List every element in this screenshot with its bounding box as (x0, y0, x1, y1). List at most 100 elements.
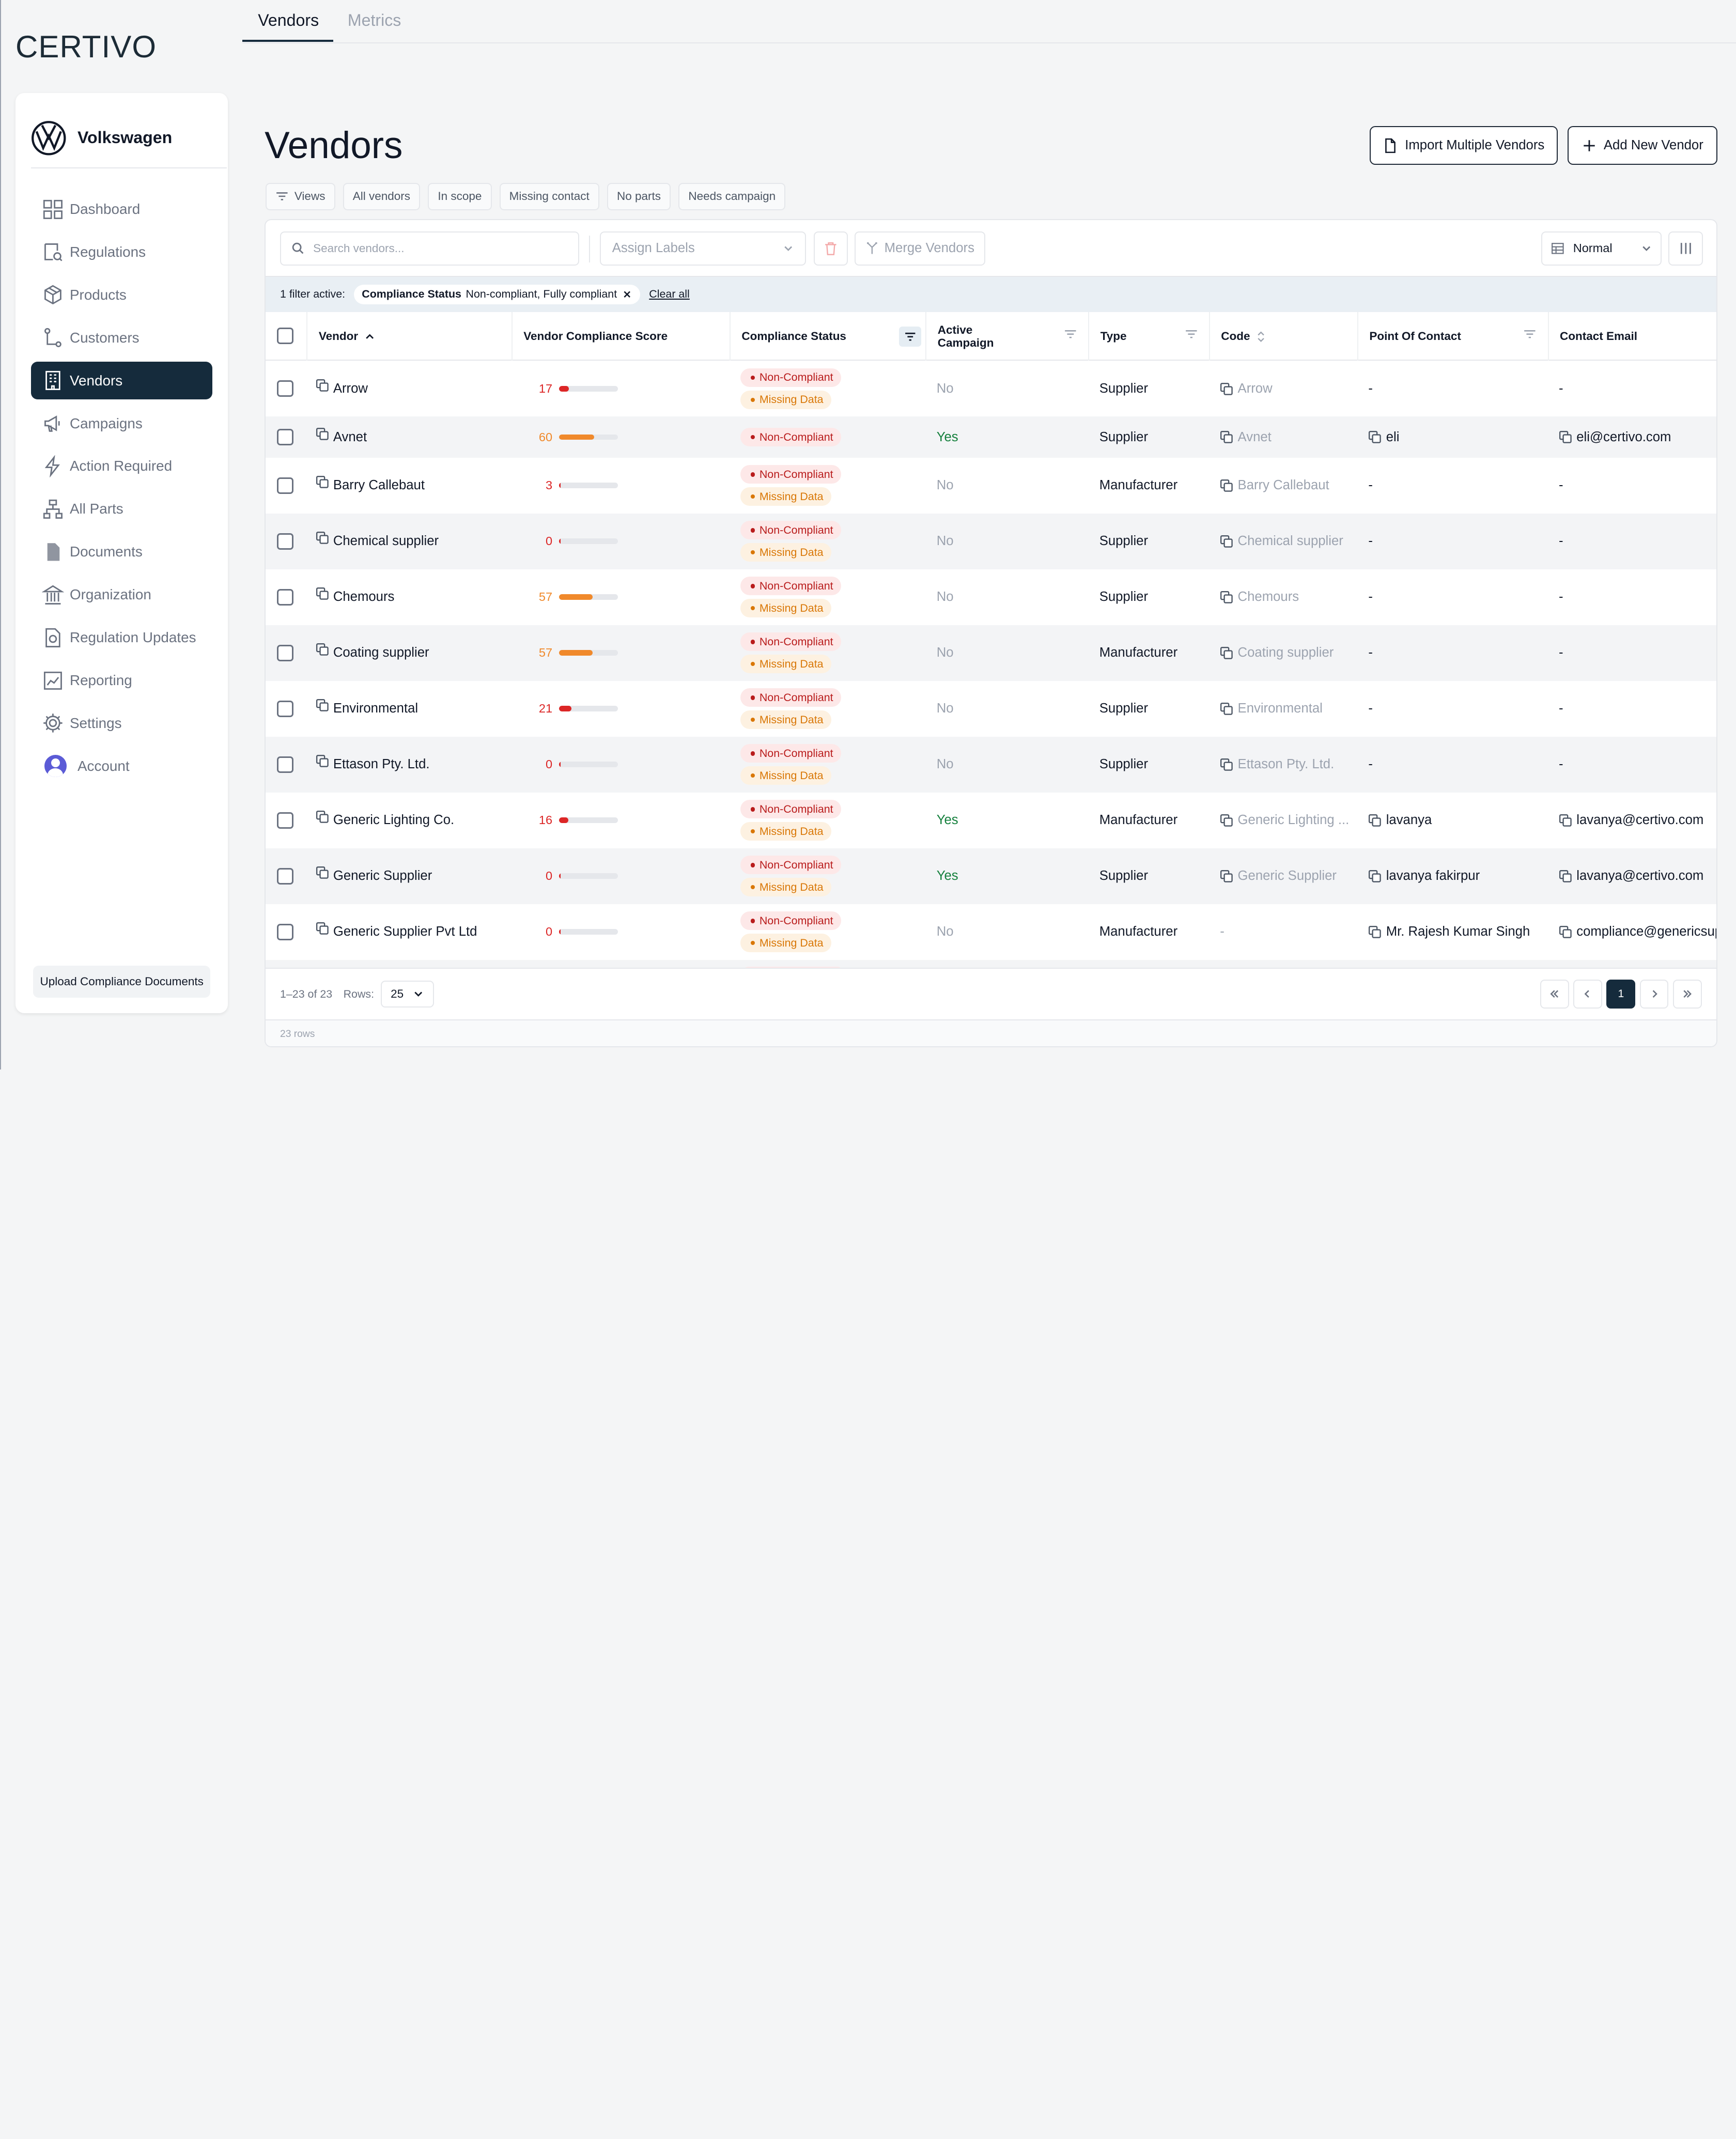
copy-icon[interactable] (316, 699, 329, 712)
table-row[interactable]: Ettason Pty. Ltd. 0 Non-Compliant Missin… (266, 736, 1716, 793)
filter-active-icon[interactable] (898, 326, 921, 347)
sidebar-item-organization[interactable]: Organization (31, 576, 212, 614)
row-checkbox[interactable] (276, 477, 293, 494)
clear-all-filters-link[interactable]: Clear all (649, 288, 690, 301)
row-checkbox[interactable] (276, 588, 293, 606)
next-page-button[interactable] (1639, 980, 1669, 1009)
copy-icon[interactable] (1559, 870, 1572, 883)
density-select[interactable]: Normal (1541, 231, 1662, 266)
first-page-button[interactable] (1540, 980, 1569, 1009)
table-row[interactable]: Coating supplier 57 Non-Compliant Missin… (266, 625, 1716, 681)
delete-button[interactable] (813, 231, 848, 266)
page-1-button[interactable]: 1 (1606, 980, 1636, 1009)
copy-icon[interactable] (316, 587, 329, 600)
copy-icon[interactable] (1220, 479, 1233, 492)
sidebar-item-all-parts[interactable]: All Parts (31, 490, 212, 528)
copy-icon[interactable] (1220, 535, 1233, 548)
merge-vendors-button[interactable]: Merge Vendors (855, 231, 985, 266)
import-multiple-vendors-button[interactable]: Import Multiple Vendors (1369, 126, 1558, 165)
filter-pill-compliance-status[interactable]: Compliance Status Non-compliant, Fully c… (354, 284, 641, 305)
filter-icon[interactable] (1185, 329, 1200, 344)
vendor-cell[interactable]: Environmental (316, 681, 418, 737)
copy-icon[interactable] (316, 379, 329, 392)
row-checkbox[interactable] (276, 380, 293, 397)
search-input[interactable] (313, 241, 557, 255)
col-code[interactable]: Code (1208, 312, 1357, 361)
copy-icon[interactable] (1220, 870, 1233, 883)
last-page-button[interactable] (1673, 980, 1702, 1009)
sidebar-item-account[interactable]: Account (31, 747, 212, 785)
copy-icon[interactable] (1559, 430, 1572, 444)
copy-icon[interactable] (316, 922, 329, 935)
vendor-cell[interactable]: Generic Lighting Co. (316, 793, 454, 848)
copy-icon[interactable] (1220, 646, 1233, 660)
col-point-of-contact[interactable]: Point Of Contact (1357, 312, 1548, 361)
sidebar-item-action-required[interactable]: Action Required (31, 447, 212, 485)
filter-icon[interactable] (1523, 329, 1539, 344)
select-all-checkbox[interactable] (276, 328, 293, 345)
copy-icon[interactable] (1559, 814, 1572, 827)
col-active-campaign[interactable]: Active Campaign (925, 312, 1088, 361)
copy-icon[interactable] (1368, 870, 1382, 883)
prev-page-button[interactable] (1573, 980, 1602, 1009)
table-row[interactable]: Environmental 21 Non-Compliant Missing D… (266, 681, 1716, 737)
col-type[interactable]: Type (1088, 312, 1209, 361)
copy-icon[interactable] (1220, 430, 1233, 444)
col-contact-email[interactable]: Contact Email (1547, 312, 1716, 361)
copy-icon[interactable] (316, 475, 329, 489)
add-new-vendor-button[interactable]: Add New Vendor (1568, 126, 1717, 165)
table-row[interactable]: Generic Supplier Pvt Ltd 0 Non-Compliant… (266, 904, 1716, 960)
org-switcher[interactable]: Volkswagen (31, 109, 227, 168)
row-checkbox[interactable] (276, 923, 293, 940)
copy-icon[interactable] (1559, 925, 1572, 939)
vendor-cell[interactable]: Coating supplier (316, 625, 429, 681)
copy-icon[interactable] (1220, 382, 1233, 396)
vendor-cell[interactable]: Barry Callebaut (316, 458, 425, 514)
row-checkbox[interactable] (276, 644, 293, 661)
copy-icon[interactable] (1220, 758, 1233, 771)
copy-icon[interactable] (316, 810, 329, 824)
table-row[interactable]: Avnet 60 Non-Compliant Yes Supplier Avne… (266, 416, 1716, 458)
col-compliance-status[interactable]: Compliance Status (729, 312, 925, 361)
sidebar-item-dashboard[interactable]: Dashboard (31, 191, 212, 228)
sidebar-item-settings[interactable]: Settings (31, 704, 212, 742)
view-no-parts[interactable]: No parts (607, 182, 671, 211)
copy-icon[interactable] (316, 643, 329, 656)
table-row[interactable]: Generic Supplier 0 Non-Compliant Missing… (266, 848, 1716, 904)
sidebar-item-vendors[interactable]: Vendors (31, 362, 213, 400)
filter-icon[interactable] (1064, 329, 1079, 344)
row-checkbox[interactable] (276, 533, 293, 550)
copy-icon[interactable] (1368, 925, 1382, 939)
copy-icon[interactable] (1368, 814, 1382, 827)
copy-icon[interactable] (316, 866, 329, 879)
table-row[interactable]: Generic Lighting Co. 16 Non-Compliant Mi… (266, 793, 1716, 848)
assign-labels-select[interactable]: Assign Labels (600, 231, 806, 266)
tab-metrics[interactable]: Metrics (347, 11, 401, 30)
view-in-scope[interactable]: In scope (428, 182, 492, 211)
vendor-cell[interactable]: Chemours (316, 569, 394, 625)
sidebar-item-customers[interactable]: Customers (31, 319, 212, 357)
table-row[interactable]: Chemours 57 Non-Compliant Missing Data N… (266, 569, 1716, 625)
vendor-cell[interactable]: Generic Supplier Pvt Ltd (316, 904, 477, 960)
row-checkbox[interactable] (276, 867, 293, 885)
table-row[interactable]: Arrow 17 Non-Compliant Missing Data No S… (266, 361, 1716, 416)
view-needs-campaign[interactable]: Needs campaign (678, 182, 786, 211)
table-row[interactable]: Barry Callebaut 3 Non-Compliant Missing … (266, 458, 1716, 514)
copy-icon[interactable] (316, 754, 329, 768)
views-button[interactable]: Views (266, 182, 335, 211)
vendor-cell[interactable]: Generic Supplier (316, 848, 432, 904)
row-checkbox[interactable] (276, 756, 293, 773)
row-checkbox[interactable] (276, 428, 293, 446)
copy-icon[interactable] (316, 427, 329, 441)
view-all-vendors[interactable]: All vendors (343, 182, 421, 211)
sidebar-item-regulations[interactable]: Regulations (31, 233, 212, 271)
copy-icon[interactable] (1220, 814, 1233, 827)
rows-per-page-select[interactable]: 25 (380, 981, 434, 1008)
copy-icon[interactable] (1220, 702, 1233, 716)
upload-compliance-documents-button[interactable]: Upload Compliance Documents (33, 965, 211, 998)
columns-button[interactable] (1668, 231, 1703, 266)
view-missing-contact[interactable]: Missing contact (499, 182, 599, 211)
copy-icon[interactable] (1368, 430, 1382, 444)
row-checkbox[interactable] (276, 812, 293, 829)
col-score[interactable]: Vendor Compliance Score (511, 312, 730, 361)
